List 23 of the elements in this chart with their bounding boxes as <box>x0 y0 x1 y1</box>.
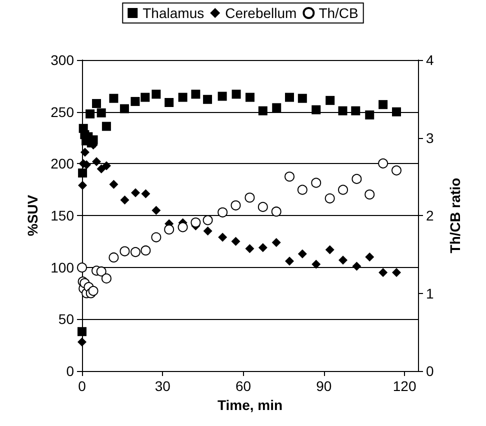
y-axis-title: %SUV <box>24 194 41 236</box>
y-tick-label: 50 <box>58 311 74 328</box>
legend-label: Cerebellum <box>225 5 297 21</box>
y-tick-label: 100 <box>50 259 74 276</box>
x-axis-title: Time, min <box>217 396 283 413</box>
legend-label: Thalamus <box>142 5 204 21</box>
x-tick-label: 90 <box>316 378 332 394</box>
x-tick-label: 30 <box>154 378 171 394</box>
y-tick-label: 300 <box>50 52 74 68</box>
y-tick-label: 200 <box>50 156 74 172</box>
y2-tick-label: 4 <box>426 52 434 68</box>
x-tick-label: 120 <box>392 378 416 394</box>
y-tick-label: 0 <box>66 363 74 379</box>
y2-tick-label: 1 <box>426 285 434 302</box>
x-tick-label: 60 <box>235 378 252 394</box>
legend-label: Th/CB <box>318 5 358 21</box>
y-tick-label: 150 <box>50 208 74 224</box>
y2-tick-label: 3 <box>426 130 434 146</box>
y-tick-label: 250 <box>50 104 74 120</box>
y2-axis-title: Th/CB ratio <box>447 178 463 254</box>
y2-tick-label: 2 <box>426 208 434 224</box>
x-tick-label: 0 <box>78 378 86 394</box>
y2-tick-label: 0 <box>426 363 434 379</box>
